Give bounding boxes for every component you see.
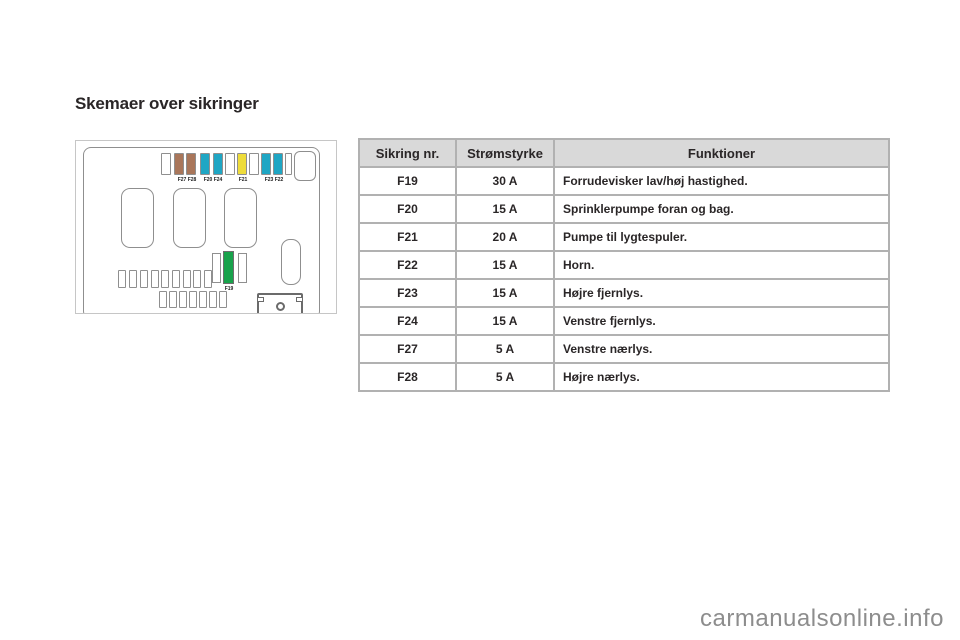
mini-fuse-slot — [199, 291, 207, 308]
col-header-amperage: Strømstyrke — [455, 138, 555, 168]
table-row: F22 15 A Horn. — [358, 250, 890, 280]
cell-fuse-nr: F24 — [358, 306, 457, 336]
watermark: carmanualsonline.info — [700, 605, 944, 632]
cell-fuse-nr: F27 — [358, 334, 457, 364]
cell-fuse-nr: F20 — [358, 194, 457, 224]
mini-fuse-slot — [161, 270, 169, 288]
fuse-f28 — [186, 153, 196, 175]
cell-fuse-nr: F22 — [358, 250, 457, 280]
mini-fuse-slot — [189, 291, 197, 308]
mini-fuse-slot — [140, 270, 148, 288]
cell-function: Højre fjernlys. — [553, 278, 890, 308]
cell-function: Venstre nærlys. — [553, 334, 890, 364]
fuse-f21 — [237, 153, 247, 175]
fuse-slot-empty — [161, 153, 171, 175]
cell-amperage: 20 A — [455, 222, 555, 252]
mini-fuse-slot — [219, 291, 227, 308]
fusebox-outline — [83, 147, 320, 313]
cell-function: Højre nærlys. — [553, 362, 890, 392]
battery-terminal-bolt-icon — [276, 302, 285, 311]
mini-fuse-slot — [172, 270, 180, 288]
mini-fuse-slot — [129, 270, 137, 288]
cell-fuse-nr: F19 — [358, 166, 457, 196]
table-row: F21 20 A Pumpe til lygtespuler. — [358, 222, 890, 252]
cell-amperage: 15 A — [455, 306, 555, 336]
fuse-slot-empty — [212, 253, 221, 283]
cell-function: Horn. — [553, 250, 890, 280]
fuse-label-f23-f22: F23 F22 — [264, 177, 284, 183]
mini-fuse-slot — [183, 270, 191, 288]
cell-amperage: 5 A — [455, 362, 555, 392]
fuse-f27 — [174, 153, 184, 175]
col-header-fuse-nr: Sikring nr. — [358, 138, 457, 168]
cell-function: Venstre fjernlys. — [553, 306, 890, 336]
fuse-slot-empty — [225, 153, 235, 175]
mini-fuse-slot — [193, 270, 201, 288]
table-header-row: Sikring nr. Strømstyrke Funktioner — [358, 138, 890, 168]
relay-slot — [224, 188, 257, 248]
cell-amperage: 30 A — [455, 166, 555, 196]
fuse-f20 — [200, 153, 210, 175]
page-title: Skemaer over sikringer — [75, 94, 259, 113]
mini-fuse-slot — [118, 270, 126, 288]
connector-slot — [294, 151, 316, 181]
fuse-f19 — [223, 251, 234, 284]
col-header-functions: Funktioner — [553, 138, 890, 168]
fuse-label-f21: F21 — [238, 177, 248, 183]
fusebox-diagram: F27 F28 F20 F24 F21 F23 F22 F19 — [75, 140, 337, 314]
cell-fuse-nr: F21 — [358, 222, 457, 252]
table-row: F24 15 A Venstre fjernlys. — [358, 306, 890, 336]
relay-slot-right — [281, 239, 301, 285]
relay-slot — [173, 188, 206, 248]
fuse-f23 — [261, 153, 271, 175]
relay-slot — [121, 188, 154, 248]
mini-fuse-slot — [169, 291, 177, 308]
mini-fuse-slot — [159, 291, 167, 308]
table-row: F28 5 A Højre nærlys. — [358, 362, 890, 392]
fuse-slot-empty — [238, 253, 247, 283]
fuse-slot-empty — [249, 153, 259, 175]
cell-amperage: 15 A — [455, 194, 555, 224]
fuse-label-f19: F19 — [224, 286, 234, 292]
fuse-slot-empty — [285, 153, 292, 175]
battery-terminal-tab — [257, 297, 264, 302]
cell-fuse-nr: F28 — [358, 362, 457, 392]
cell-function: Forrudevisker lav/høj hastighed. — [553, 166, 890, 196]
table-row: F23 15 A Højre fjernlys. — [358, 278, 890, 308]
battery-terminal — [257, 293, 303, 313]
battery-terminal-tab — [296, 297, 303, 302]
mini-fuse-slot — [179, 291, 187, 308]
mini-fuse-slot — [204, 270, 212, 288]
fuse-label-f27-f28: F27 F28 — [177, 177, 197, 183]
mini-fuse-slot — [151, 270, 159, 288]
cell-amperage: 15 A — [455, 278, 555, 308]
table-row: F19 30 A Forrudevisker lav/høj hastighed… — [358, 166, 890, 196]
fuse-label-f20-f24: F20 F24 — [203, 177, 223, 183]
cell-function: Pumpe til lygtespuler. — [553, 222, 890, 252]
cell-amperage: 15 A — [455, 250, 555, 280]
table-row: F27 5 A Venstre nærlys. — [358, 334, 890, 364]
fuse-f22 — [273, 153, 283, 175]
mini-fuse-slot — [209, 291, 217, 308]
fuse-table: Sikring nr. Strømstyrke Funktioner F19 3… — [358, 138, 890, 392]
fuse-f24 — [213, 153, 223, 175]
cell-fuse-nr: F23 — [358, 278, 457, 308]
table-row: F20 15 A Sprinklerpumpe foran og bag. — [358, 194, 890, 224]
cell-function: Sprinklerpumpe foran og bag. — [553, 194, 890, 224]
cell-amperage: 5 A — [455, 334, 555, 364]
